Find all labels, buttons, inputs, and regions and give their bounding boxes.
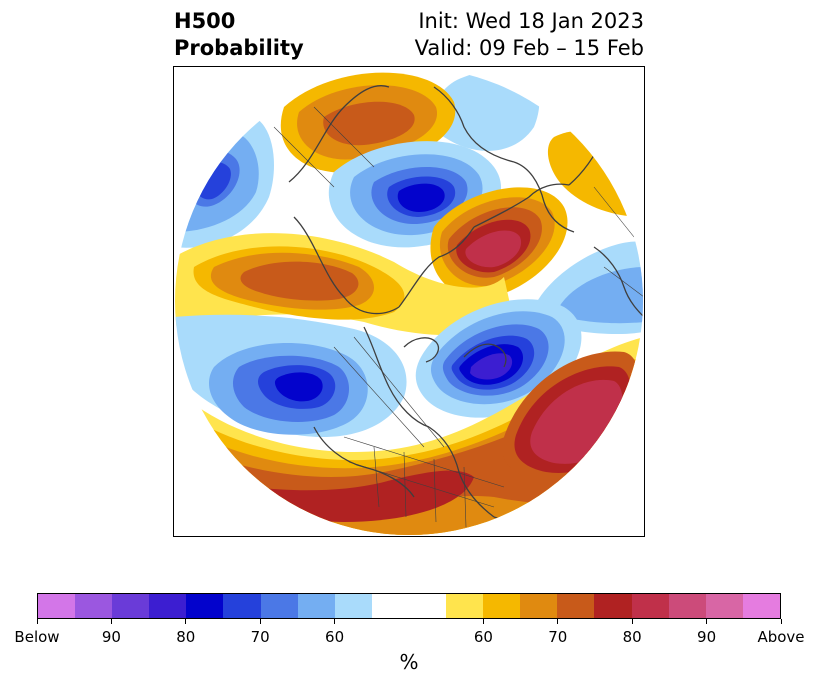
colorbar-tick-mark bbox=[780, 619, 782, 624]
below-anomaly-gulf-of-alaska bbox=[209, 343, 368, 435]
colorbar-segment bbox=[112, 594, 150, 618]
init-date: Init: Wed 18 Jan 2023 bbox=[418, 9, 644, 33]
map-title: H500 Probability bbox=[174, 8, 304, 62]
colorbar-segment bbox=[742, 594, 780, 618]
probability-colorbar bbox=[37, 593, 781, 619]
polar-stereographic-map bbox=[175, 67, 643, 535]
colorbar-tick-label: 60 bbox=[325, 628, 345, 646]
colorbar-segment bbox=[668, 594, 706, 618]
colorbar-segment bbox=[260, 594, 298, 618]
colorbar-segment bbox=[371, 594, 409, 618]
colorbar-segment bbox=[149, 594, 187, 618]
colorbar-segment bbox=[631, 594, 669, 618]
valid-period: Valid: 09 Feb – 15 Feb bbox=[414, 36, 644, 60]
above-anomaly-hudson-bay bbox=[430, 187, 568, 299]
colorbar-segment bbox=[705, 594, 743, 618]
colorbar-tick-mark bbox=[110, 619, 112, 624]
colorbar-segment bbox=[594, 594, 632, 618]
colorbar-segment bbox=[483, 594, 521, 618]
political-borders bbox=[273, 106, 643, 528]
title-line-1: H500 bbox=[174, 9, 236, 33]
colorbar-units: % bbox=[399, 650, 419, 674]
colorbar-tick-mark bbox=[36, 619, 38, 624]
colorbar-segment bbox=[408, 594, 447, 618]
colorbar-tick-mark bbox=[557, 619, 559, 624]
probability-map bbox=[173, 66, 645, 537]
colorbar-tick-label: 80 bbox=[622, 628, 642, 646]
colorbar-segment bbox=[75, 594, 113, 618]
colorbar-segment bbox=[520, 594, 558, 618]
colorbar-tick-label: Below bbox=[14, 628, 60, 646]
colorbar-tick-mark bbox=[259, 619, 261, 624]
colorbar-segment bbox=[223, 594, 261, 618]
colorbar-segment bbox=[297, 594, 335, 618]
colorbar-tick-mark bbox=[631, 619, 633, 624]
colorbar-segment bbox=[446, 594, 484, 618]
colorbar-tick-label: 90 bbox=[101, 628, 121, 646]
colorbar-tick-label: 80 bbox=[176, 628, 196, 646]
colorbar-segment bbox=[334, 594, 372, 618]
colorbar-tick-mark bbox=[706, 619, 708, 624]
colorbar-tick-mark bbox=[334, 619, 336, 624]
colorbar-tick-mark bbox=[185, 619, 187, 624]
below-anomaly-eastern-arctic bbox=[415, 299, 582, 418]
above-anomaly-bering bbox=[175, 233, 514, 336]
colorbar-segment bbox=[557, 594, 595, 618]
title-line-2: Probability bbox=[174, 36, 304, 60]
colorbar-tick-label: 90 bbox=[697, 628, 717, 646]
init-valid-block: Init: Wed 18 Jan 2023 Valid: 09 Feb – 15… bbox=[415, 8, 644, 62]
colorbar-tick-label: 70 bbox=[250, 628, 270, 646]
colorbar-segment bbox=[38, 594, 76, 618]
colorbar-segment bbox=[186, 594, 224, 618]
colorbar-tick-label: Above bbox=[757, 628, 805, 646]
colorbar-tick-label: 60 bbox=[473, 628, 493, 646]
colorbar-tick-label: 70 bbox=[548, 628, 568, 646]
colorbar-tick-mark bbox=[482, 619, 484, 624]
